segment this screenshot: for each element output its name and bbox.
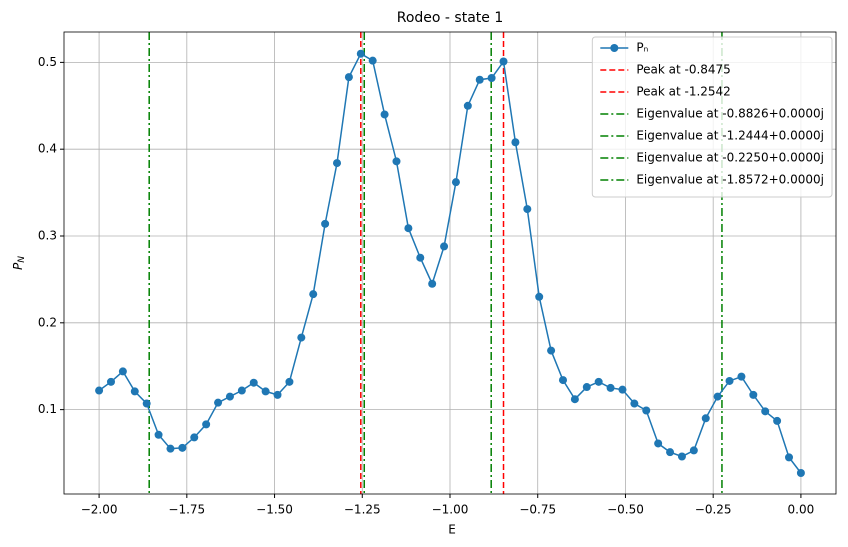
data-point	[642, 406, 651, 415]
legend-label: Peak at -0.8475	[636, 63, 731, 77]
data-point	[463, 101, 472, 110]
data-point	[428, 279, 437, 288]
legend-marker	[610, 44, 619, 52]
y-tick-label: 0.3	[38, 229, 57, 243]
legend-label: Pₙ	[636, 41, 648, 55]
data-point	[475, 75, 484, 84]
data-point	[785, 453, 794, 462]
data-point	[666, 448, 675, 457]
data-point	[701, 414, 710, 423]
data-point	[368, 56, 377, 65]
data-point	[202, 420, 211, 429]
x-tick-label: −2.00	[81, 503, 118, 517]
data-point	[130, 387, 139, 396]
data-point	[713, 392, 722, 401]
data-point	[558, 376, 567, 385]
data-point	[392, 157, 401, 166]
legend-label: Eigenvalue at -0.8826+0.0000j	[636, 107, 824, 121]
data-point	[166, 444, 175, 453]
data-point	[677, 452, 686, 461]
y-tick-label: 0.4	[38, 142, 57, 156]
data-point	[570, 395, 579, 404]
data-point	[725, 376, 734, 385]
data-point	[154, 430, 163, 439]
data-point	[142, 399, 151, 408]
data-point	[273, 390, 282, 399]
data-point	[796, 468, 805, 477]
legend: Pₙ Peak at -0.8475 Peak at -1.2542 Eigenval…	[591, 36, 833, 198]
legend-label: Eigenvalue at -0.2250+0.0000j	[636, 151, 824, 165]
data-point	[106, 377, 115, 386]
data-point	[487, 74, 496, 83]
data-point	[404, 224, 413, 233]
data-point	[297, 333, 306, 342]
x-tick-label: −0.25	[695, 503, 732, 517]
data-point	[630, 399, 639, 408]
y-tick-label: 0.1	[38, 402, 57, 416]
y-axis-label-sub: N	[17, 256, 27, 263]
x-tick-label: −1.25	[344, 503, 381, 517]
y-tick-label: 0.2	[38, 315, 57, 329]
data-point	[190, 433, 199, 442]
legend-label: Eigenvalue at -1.8572+0.0000j	[636, 173, 824, 187]
data-point	[261, 387, 270, 396]
y-axis-label-main: P	[11, 262, 25, 270]
data-point	[618, 385, 627, 394]
data-point	[499, 57, 508, 66]
legend-label: Peak at -1.2542	[636, 85, 731, 99]
x-tick-label: 0.00	[788, 503, 815, 517]
x-tick-label: −1.75	[168, 503, 205, 517]
data-point	[654, 439, 663, 448]
data-point	[237, 386, 246, 395]
data-point	[511, 138, 520, 147]
x-tick-label: −1.00	[432, 503, 469, 517]
data-point	[380, 110, 389, 119]
data-point	[689, 446, 698, 455]
data-point	[285, 377, 294, 386]
data-point	[594, 377, 603, 386]
data-point	[333, 159, 342, 168]
data-point	[535, 292, 544, 301]
data-point	[761, 407, 770, 416]
data-point	[95, 386, 104, 395]
x-tick-label: −0.50	[607, 503, 644, 517]
data-point	[249, 378, 258, 387]
data-point	[523, 205, 532, 214]
data-point	[416, 253, 425, 262]
x-axis-label: E	[448, 523, 456, 537]
data-point	[440, 242, 449, 251]
data-point	[118, 367, 127, 376]
data-point	[749, 390, 758, 399]
chart-title: Rodeo - state 1	[397, 10, 504, 26]
plot-frame	[63, 31, 837, 495]
legend-label: Eigenvalue at -1.2444+0.0000j	[636, 129, 824, 143]
x-tick-label: −1.50	[256, 503, 293, 517]
legend-box	[591, 36, 833, 198]
data-point	[321, 219, 330, 228]
data-point	[606, 383, 615, 392]
data-point	[582, 383, 591, 392]
data-point	[451, 178, 460, 187]
y-axis-label: PN	[11, 256, 27, 270]
data-point	[214, 398, 223, 407]
data-point	[547, 346, 556, 355]
data-point	[344, 73, 353, 82]
x-tick-label: −0.75	[519, 503, 556, 517]
data-point	[178, 443, 187, 452]
data-point	[356, 49, 365, 58]
data-point	[773, 416, 782, 425]
data-point	[737, 372, 746, 381]
data-point	[225, 392, 234, 401]
y-tick-label: 0.5	[38, 55, 57, 69]
data-point	[309, 290, 318, 299]
